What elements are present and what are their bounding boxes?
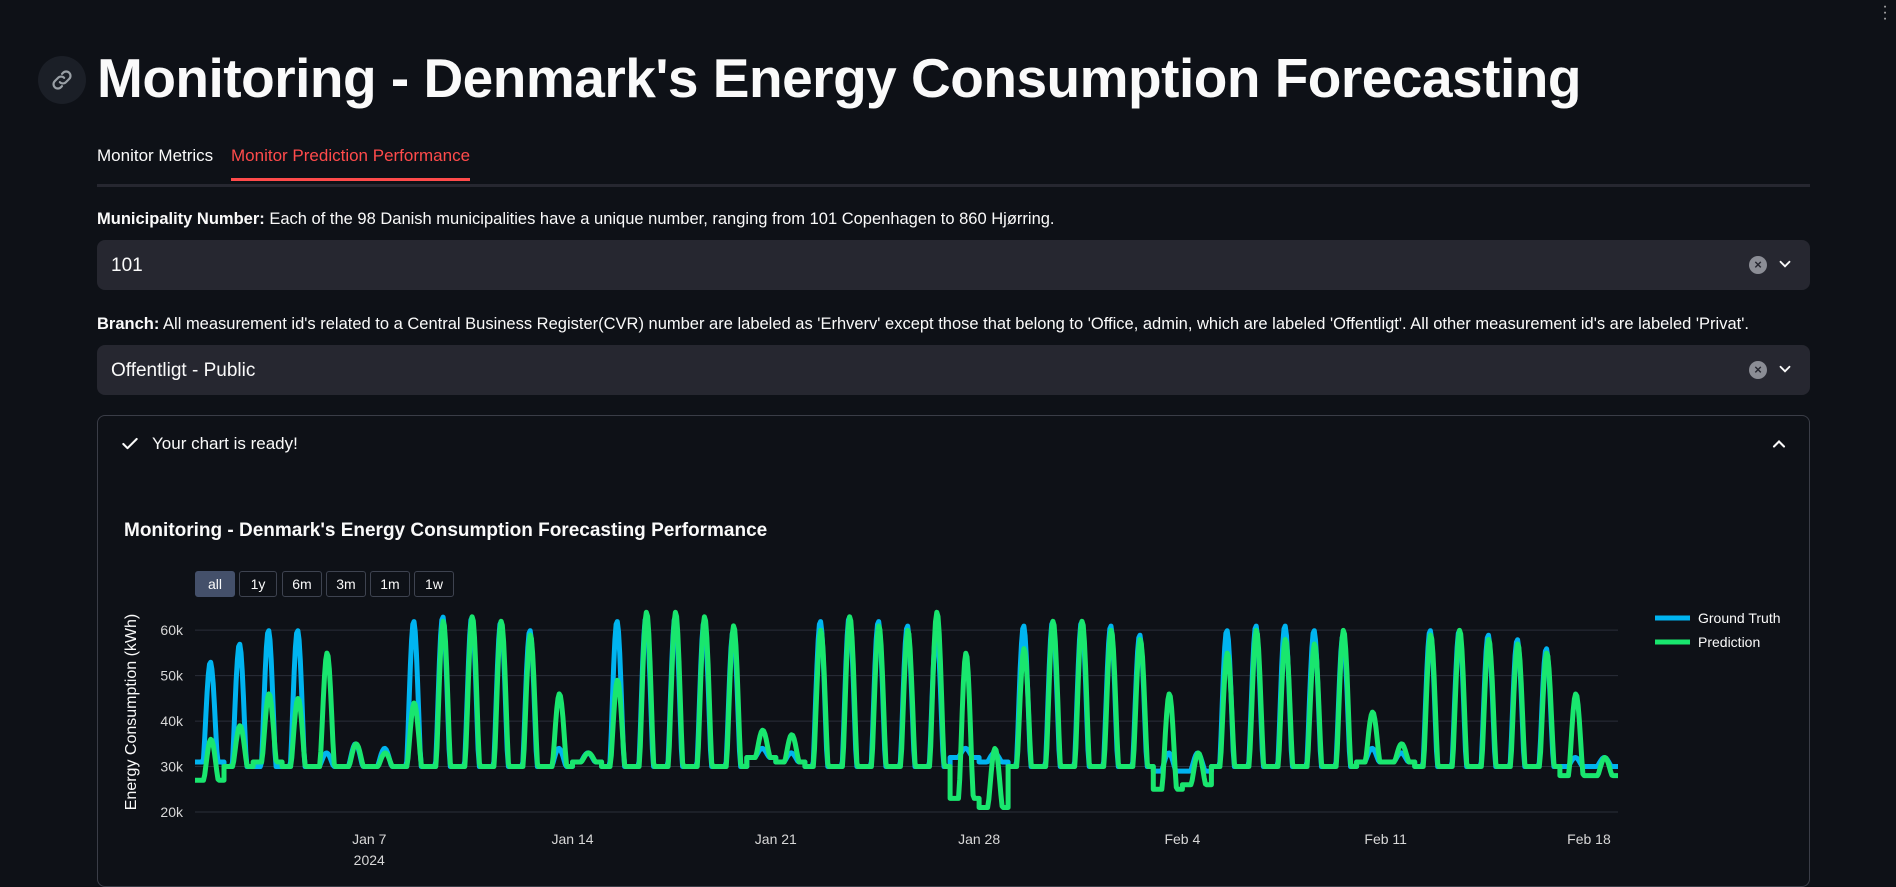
link-icon[interactable] [38, 56, 86, 104]
checkmark-icon [122, 437, 138, 450]
x-tick-label: Feb 18 [1567, 831, 1611, 847]
x-tick-year-label: 2024 [354, 852, 385, 868]
x-tick-label: Jan 14 [552, 831, 594, 847]
branch-label-text: All measurement id's related to a Centra… [159, 315, 1749, 333]
y-tick-label: 30k [160, 759, 184, 775]
x-tick-label: Feb 11 [1364, 831, 1407, 847]
legend-label: Ground Truth [1698, 610, 1781, 626]
range-button-3m[interactable]: 3m [326, 571, 366, 597]
tab-bar: Monitor Metrics Monitor Prediction Perfo… [97, 144, 1810, 187]
chart-expander: Your chart is ready! Monitoring - Denmar… [97, 415, 1810, 887]
chevron-down-icon[interactable] [1776, 255, 1794, 273]
branch-select[interactable]: Offentligt - Public × [97, 345, 1810, 395]
x-tick-label: Feb 4 [1164, 831, 1200, 847]
y-tick-label: 60k [160, 622, 184, 638]
y-axis-label: Energy Consumption (kWh) [123, 614, 140, 811]
clear-icon[interactable]: × [1749, 361, 1767, 379]
range-button-1w[interactable]: 1w [414, 571, 454, 597]
legend-label: Prediction [1698, 634, 1760, 650]
x-tick-label: Jan 28 [958, 831, 1000, 847]
chart-title: Monitoring - Denmark's Energy Consumptio… [124, 520, 768, 541]
main-menu-icon[interactable]: · · · [1882, 0, 1888, 27]
y-tick-label: 40k [160, 713, 184, 729]
branch-label: Branch: All measurement id's related to … [97, 315, 1749, 334]
municipality-select[interactable]: 101 × [97, 240, 1810, 290]
municipality-label-text: Each of the 98 Danish municipalities hav… [264, 210, 1055, 228]
x-tick-label: Jan 21 [755, 831, 797, 847]
chevron-down-icon[interactable] [1776, 360, 1794, 378]
expander-label: Your chart is ready! [152, 434, 298, 453]
x-tick-label: Jan 7 [352, 831, 386, 847]
tab-monitor-metrics[interactable]: Monitor Metrics [97, 146, 214, 165]
municipality-label-bold: Municipality Number: [97, 210, 265, 228]
range-button-all[interactable]: all [195, 571, 235, 597]
series-line-prediction [195, 609, 1618, 810]
clear-icon[interactable]: × [1749, 256, 1767, 274]
range-button-1m[interactable]: 1m [370, 571, 410, 597]
expander-header[interactable]: Your chart is ready! [120, 434, 298, 454]
branch-select-value: Offentligt - Public [111, 360, 256, 381]
tab-monitor-prediction-performance[interactable]: Monitor Prediction Performance [231, 146, 471, 181]
range-button-6m[interactable]: 6m [282, 571, 322, 597]
municipality-label: Municipality Number: Each of the 98 Dani… [97, 210, 1055, 229]
branch-label-bold: Branch: [97, 315, 160, 333]
y-tick-label: 20k [160, 804, 184, 820]
municipality-select-value: 101 [111, 255, 143, 276]
range-button-1y[interactable]: 1y [239, 571, 277, 597]
page-title: Monitoring - Denmark's Energy Consumptio… [97, 47, 1581, 109]
y-tick-label: 50k [160, 668, 184, 684]
chevron-up-icon[interactable] [1769, 434, 1789, 454]
